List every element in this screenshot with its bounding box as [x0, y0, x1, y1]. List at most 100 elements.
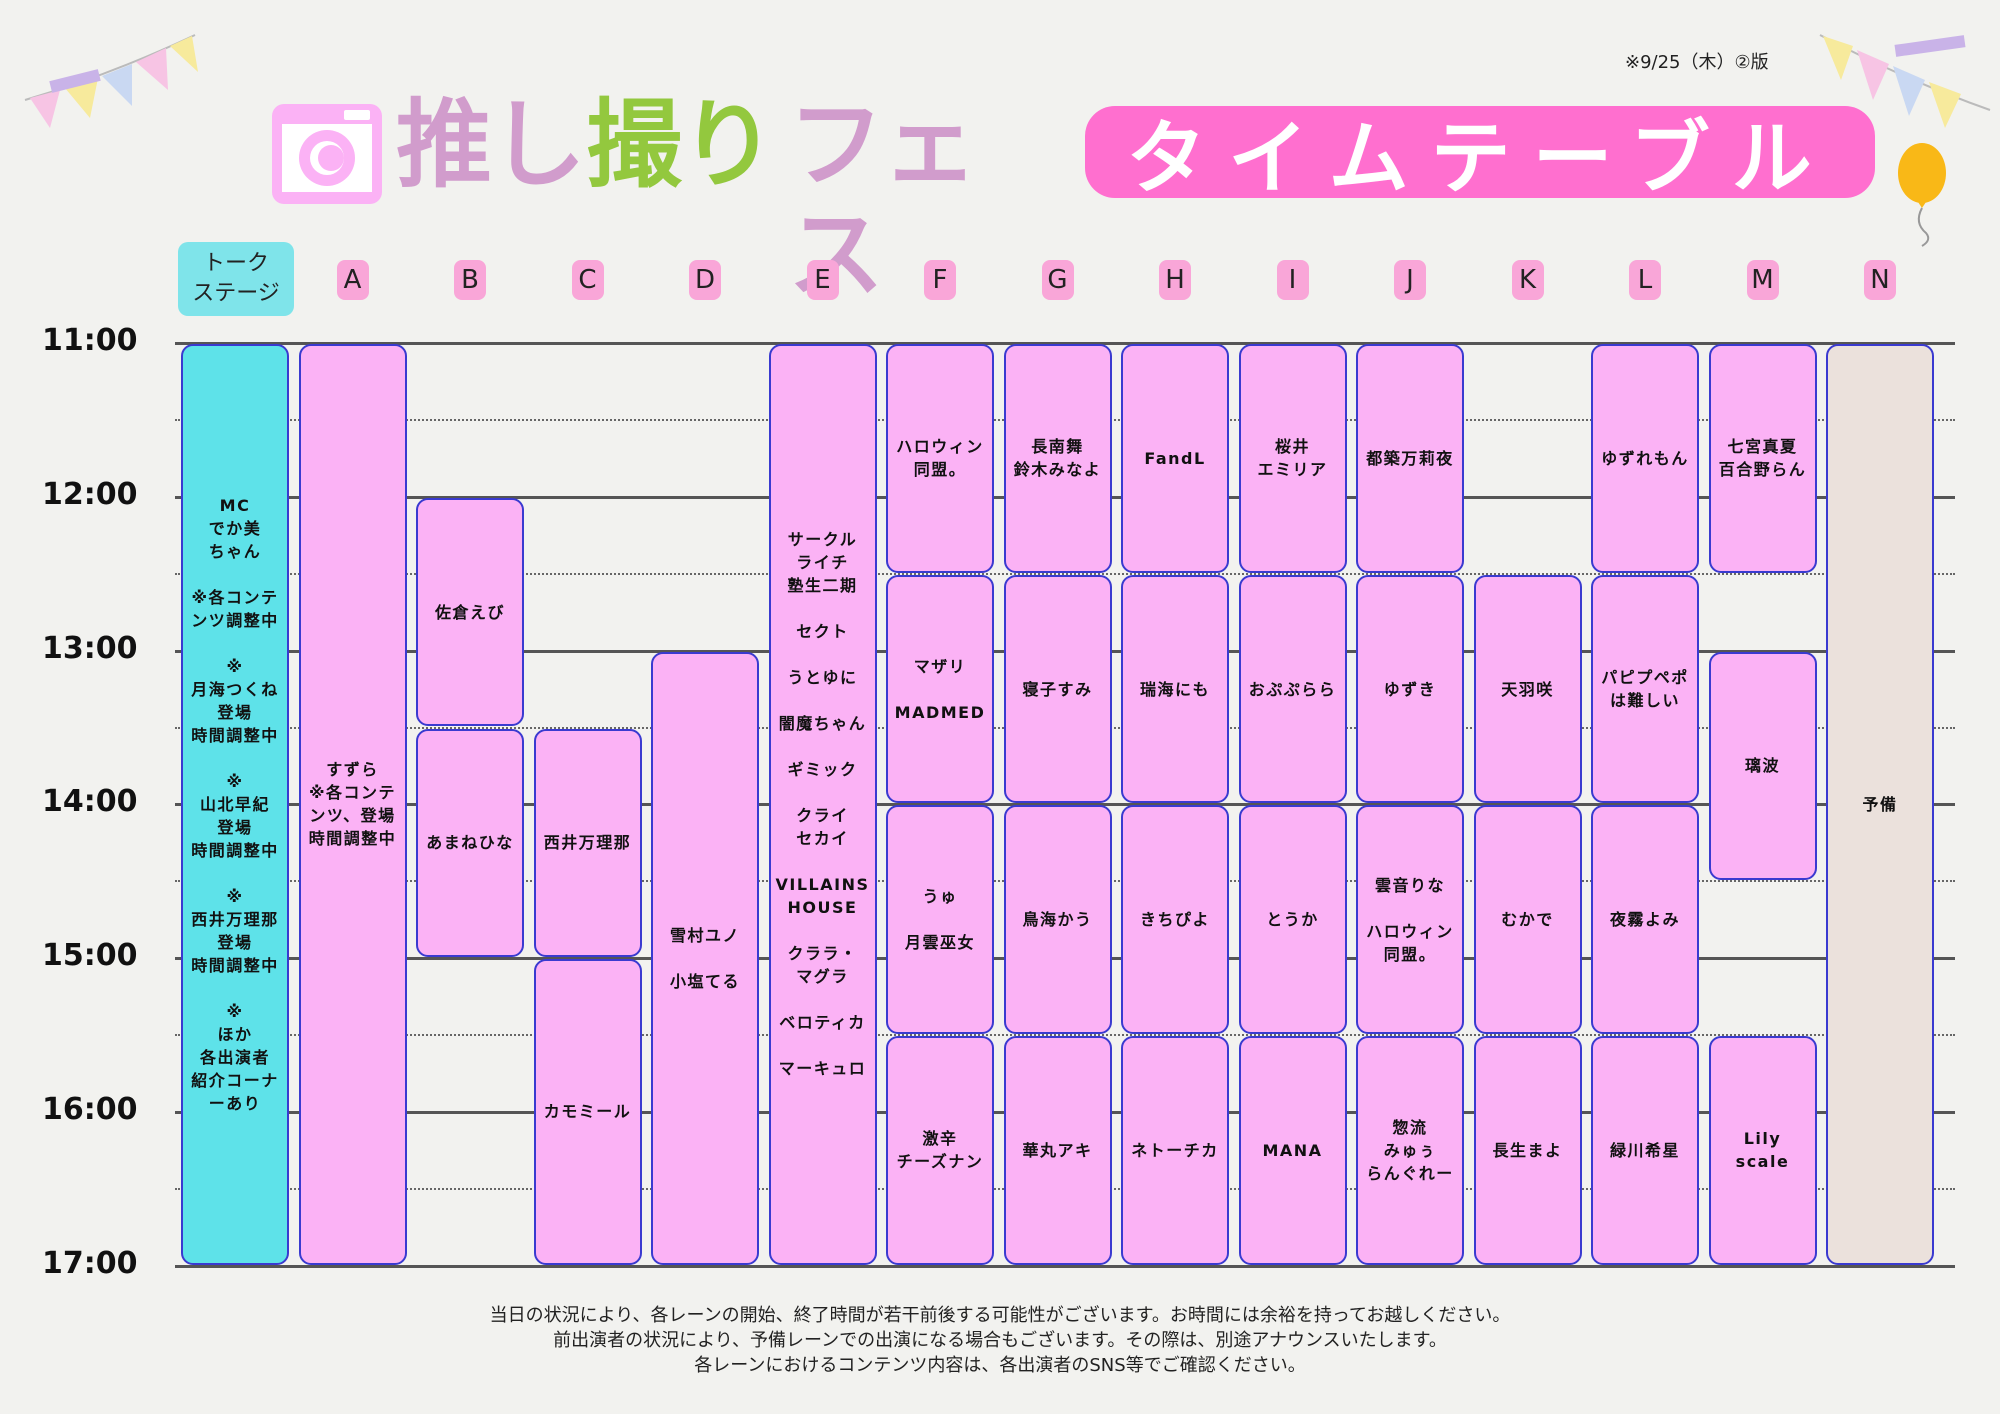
performer-block: むかで: [1473, 805, 1582, 1035]
performer-name: 惣流 みゅぅ らんぐれー: [1366, 1117, 1454, 1183]
half-hour-line: [175, 1034, 1955, 1037]
performer-name: MANA: [1262, 1140, 1323, 1160]
hour-label: 13:00: [42, 630, 138, 666]
performer-block: 西井万理那: [533, 728, 642, 958]
performer-block: 桜井 エミリア: [1238, 344, 1347, 573]
performer-name: マザリ MADMED: [894, 656, 986, 722]
performer-block: 惣流 みゅぅ らんぐれー: [1356, 1036, 1464, 1265]
performer-block: おぷぷらら: [1238, 574, 1347, 804]
performer-block: 瑞海にも: [1121, 574, 1229, 804]
talk-stage-block: MC でか美 ちゃん ※各コンテ ンツ調整中 ※ 月海つくね 登場 時間調整中 …: [181, 344, 289, 1265]
lane-header-h: H: [1159, 260, 1191, 300]
timetable-banner: タイムテーブル: [1085, 106, 1875, 205]
performer-name: 華丸アキ: [1022, 1140, 1093, 1160]
performer-block: サークル ライチ 塾生二期 セクト うとゆに 闇魔ちゃん ギミック クライ セカ…: [768, 344, 877, 1265]
performer-name: 寝子すみ: [1022, 679, 1093, 699]
performer-name: ネトーチカ: [1131, 1140, 1219, 1160]
performer-block: 七宮真夏 百合野らん: [1708, 344, 1817, 573]
performer-block: 緑川希星: [1591, 1036, 1699, 1265]
performer-block: あまねひな: [416, 728, 524, 958]
talk-stage-header: トーク ステージ: [178, 242, 294, 316]
lane-header-c: C: [571, 260, 604, 300]
performer-name: 夜霧よみ: [1609, 910, 1680, 930]
performer-block: 寝子すみ: [1003, 574, 1112, 804]
balloon-icon: [1898, 143, 1946, 247]
performer-name: むかで: [1501, 910, 1554, 930]
lane-header-e: E: [806, 260, 839, 300]
note-line: 前出演者の状況により、予備レーンでの出演になる場合もございます。その際は、別途ア…: [553, 1330, 1447, 1351]
title-part-oshi: 推し: [396, 89, 586, 201]
hour-line: [175, 342, 1955, 345]
lane-header-g: G: [1041, 260, 1074, 300]
lane-header-l: L: [1629, 260, 1661, 300]
performer-name: 雲音りな ハロウィン 同盟。: [1366, 875, 1454, 964]
hour-line: [175, 1264, 1955, 1268]
performer-block: 佐倉えび: [416, 497, 524, 727]
performer-name: 激辛 チーズナン: [896, 1129, 984, 1172]
performer-block: カモミール: [533, 959, 642, 1265]
performer-name: あまねひな: [426, 833, 514, 853]
lane-header-j: J: [1394, 260, 1426, 300]
lane-header-f: F: [924, 260, 956, 300]
hour-label: 16:00: [42, 1092, 138, 1127]
lane-header-n: N: [1864, 260, 1896, 300]
performer-name: 鳥海かう: [1022, 910, 1093, 930]
performer-block: ゆずき: [1356, 574, 1464, 804]
performer-name: FandL: [1144, 448, 1206, 468]
performer-name: Lily scale: [1735, 1129, 1790, 1172]
performer-name: すずら ※各コンテ ンツ、登場 時間調整中: [308, 760, 397, 849]
performer-block: とうか: [1238, 805, 1347, 1035]
version-note: ※9/25（木）②版: [1625, 52, 1769, 73]
performer-block: 璃波: [1708, 651, 1817, 881]
footer-notes: 当日の状況により、各レーンの開始、終了時間が若干前後する可能性がございます。お時…: [200, 1303, 1800, 1378]
performer-name: 西井万理那: [543, 833, 632, 853]
performer-name: サークル ライチ 塾生二期 セクト うとゆに 闇魔ちゃん ギミック クライ セカ…: [775, 530, 870, 1079]
festival-title: 推し 撮り フェス: [268, 86, 1058, 310]
half-hour-line: [175, 572, 1955, 575]
performer-name: きちぴよ: [1139, 910, 1210, 930]
performer-block: 天羽咲: [1473, 574, 1582, 804]
hour-label: 12:00: [42, 476, 138, 512]
camera-icon: [272, 104, 382, 204]
lane-header-a: A: [336, 260, 369, 300]
performer-block: 夜霧よみ: [1591, 805, 1699, 1035]
performer-block: 都築万莉夜: [1356, 344, 1464, 573]
bunting-left-decoration: [24, 34, 198, 128]
hour-label: 11:00: [42, 323, 138, 358]
lane-header-b: B: [454, 260, 486, 300]
performer-name: MC でか美 ちゃん ※各コンテ ンツ調整中 ※ 月海つくね 登場 時間調整中 …: [191, 495, 279, 1113]
performer-name: ゆずれもん: [1601, 448, 1689, 468]
performer-name: 佐倉えび: [434, 602, 505, 622]
note-line: 各レーンにおけるコンテンツ内容は、各出演者のSNS等でご確認ください。: [694, 1355, 1306, 1376]
performer-name: 璃波: [1744, 756, 1780, 776]
performer-name: おぷぷらら: [1248, 679, 1337, 699]
performer-name: うゅ 月雲巫女: [904, 887, 975, 953]
performer-block: ネトーチカ: [1121, 1036, 1229, 1265]
performer-block: MANA: [1238, 1036, 1347, 1265]
performer-block: すずら ※各コンテ ンツ、登場 時間調整中: [298, 344, 407, 1265]
performer-block: 鳥海かう: [1003, 805, 1112, 1035]
hour-label: 17:00: [42, 1245, 138, 1281]
note-line: 当日の状況により、各レーンの開始、終了時間が若干前後する可能性がございます。お時…: [489, 1305, 1511, 1326]
performer-block: FandL: [1121, 344, 1229, 573]
lane-header-d: D: [689, 260, 721, 300]
hour-label: 14:00: [42, 784, 138, 820]
bunting-right-decoration: [1819, 34, 1991, 128]
performer-name: 桜井 エミリア: [1257, 437, 1328, 480]
title-part-fes: フェス: [788, 89, 978, 311]
performer-block: うゅ 月雲巫女: [886, 805, 994, 1035]
timetable-label: タイムテーブル: [1126, 112, 1834, 205]
lane-header-m: M: [1746, 260, 1779, 300]
performer-name: 長生まよ: [1492, 1140, 1563, 1160]
performer-block: Lily scale: [1708, 1036, 1817, 1265]
performer-name: とうか: [1266, 910, 1319, 930]
performer-block: パピプペポ は難しい: [1591, 574, 1699, 804]
performer-block: ハロウィン 同盟。: [886, 344, 994, 573]
performer-name: パピプペポ は難しい: [1601, 668, 1689, 711]
lane-header-k: K: [1511, 260, 1544, 300]
performer-name: 長南舞 鈴木みなよ: [1013, 437, 1102, 480]
performer-block: きちぴよ: [1121, 805, 1229, 1035]
title-part-satsu: 撮り: [586, 89, 776, 201]
lane-header-i: I: [1276, 260, 1309, 300]
performer-block: 雪村ユノ 小塩てる: [651, 651, 759, 1265]
